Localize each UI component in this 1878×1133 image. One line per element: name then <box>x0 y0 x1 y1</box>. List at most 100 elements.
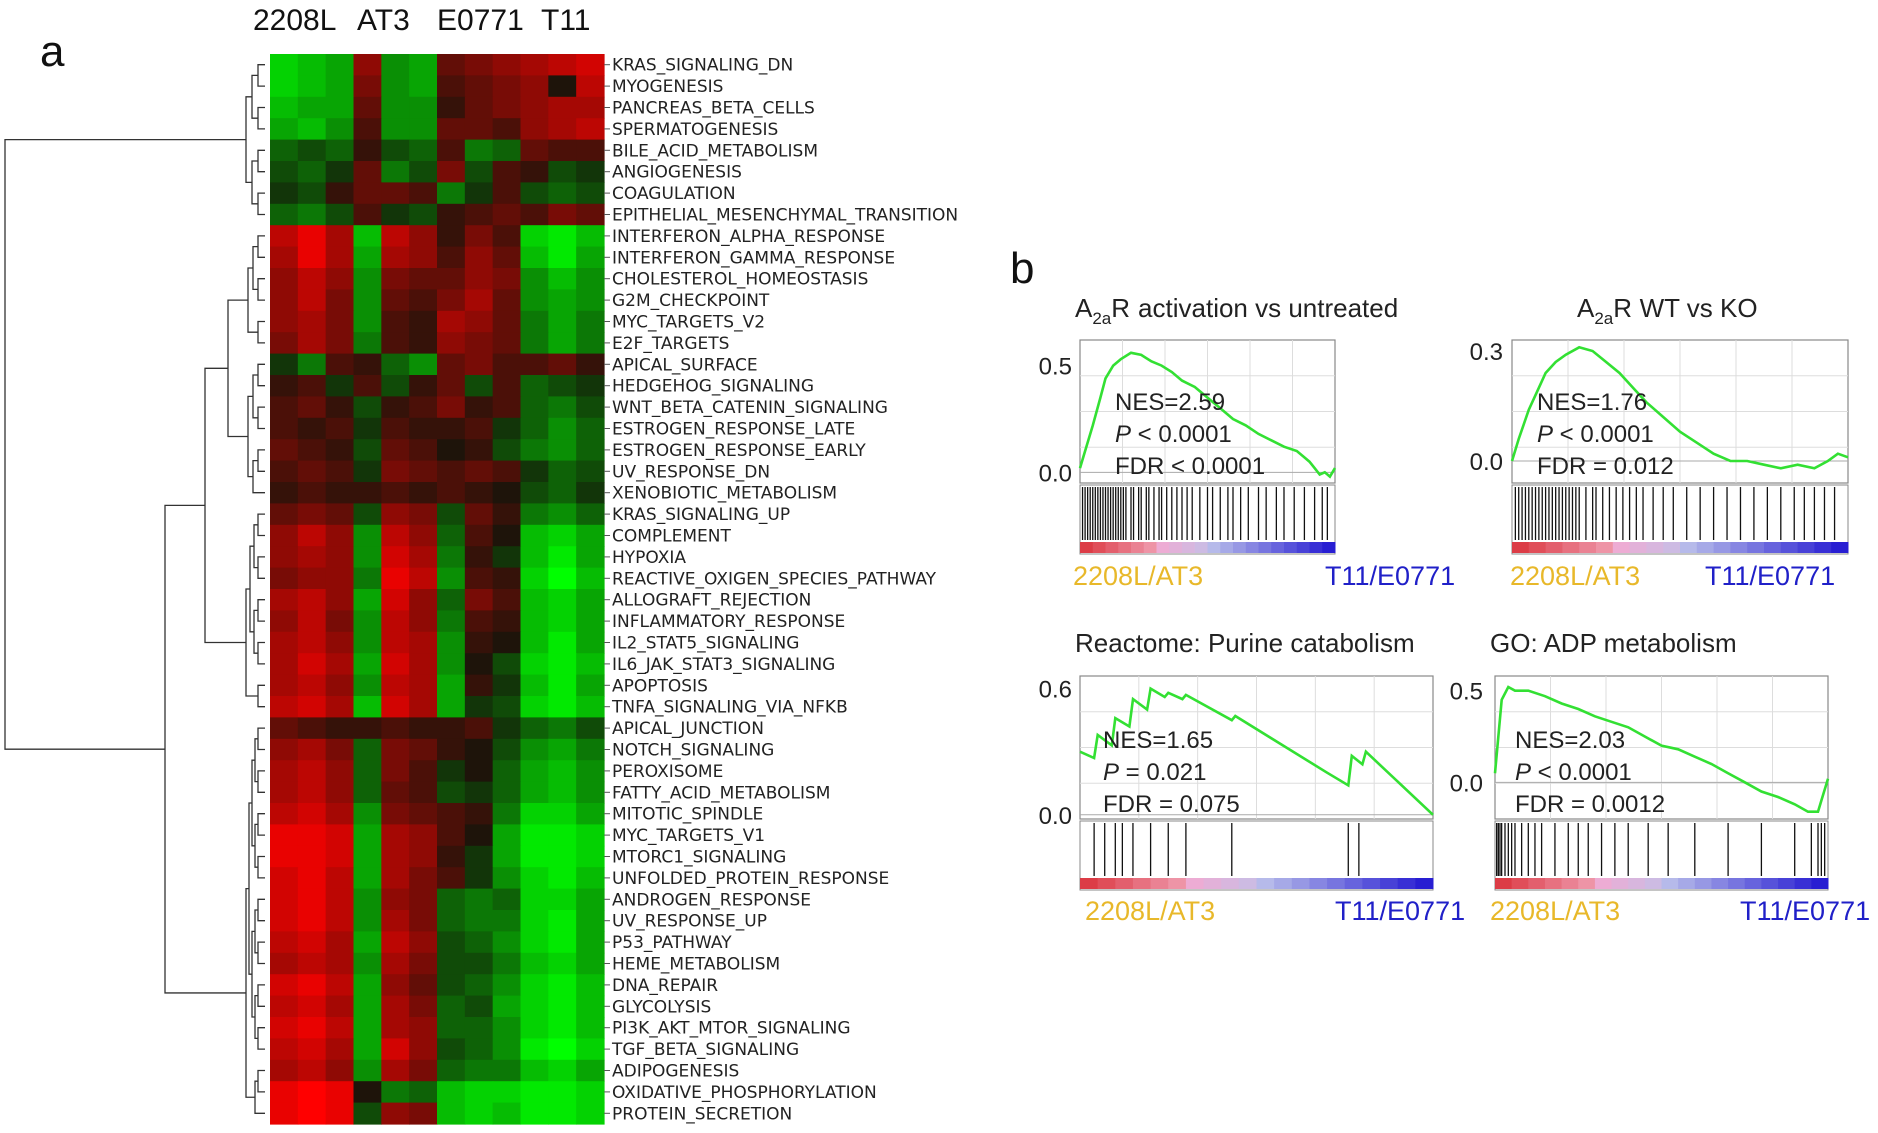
heatmap-cell <box>353 161 382 183</box>
heatmap-cell <box>492 1038 522 1061</box>
heatmap-cell <box>520 910 549 932</box>
heatmap-cell <box>297 225 327 248</box>
heatmap-cell <box>548 225 577 248</box>
heatmap-cell <box>270 396 299 419</box>
heatmap-cell <box>325 310 355 333</box>
heatmap-cell <box>297 460 327 483</box>
heatmap-row-label: MTORC1_SIGNALING <box>612 848 786 868</box>
heatmap-cell <box>409 781 438 804</box>
heatmap-cell <box>437 910 466 932</box>
rank-gradient-segment <box>1118 542 1132 553</box>
heatmap-cell <box>297 396 327 419</box>
heatmap-cell <box>381 161 410 183</box>
heatmap-cell <box>325 1038 355 1061</box>
heatmap-cell <box>381 995 410 1018</box>
y-tick-label: 0.0 <box>1470 449 1503 476</box>
rank-gradient-segment <box>1327 878 1346 889</box>
heatmap-cell <box>270 845 299 868</box>
heatmap-cell <box>437 139 466 162</box>
dendrogram-branch <box>257 556 265 579</box>
heatmap-cell <box>548 1017 577 1039</box>
heatmap-cell <box>353 567 382 590</box>
heatmap-cell <box>381 1038 410 1061</box>
heatmap-cell <box>520 96 549 119</box>
heatmap-cell <box>325 974 355 997</box>
heatmap-cell <box>325 781 355 804</box>
heatmap-cell <box>492 503 522 526</box>
heatmap-cell <box>270 1081 299 1104</box>
heatmap-cell <box>520 760 549 783</box>
heatmap-cell <box>464 118 494 141</box>
heatmap-cell <box>520 803 549 825</box>
heatmap-cell <box>520 75 549 98</box>
heatmap-cell <box>548 567 577 590</box>
heatmap-cell <box>437 353 466 376</box>
heatmap-cell <box>576 546 605 569</box>
heatmap-cell <box>520 589 549 611</box>
heatmap-cell <box>492 417 522 440</box>
dendrogram-branch <box>252 459 265 494</box>
heatmap-cell <box>325 1017 355 1039</box>
heatmap-cell <box>381 246 410 269</box>
dendrogram-branch <box>257 898 265 922</box>
heatmap-cell <box>548 460 577 483</box>
heatmap-cell <box>353 332 382 355</box>
heatmap-cell <box>409 139 438 162</box>
heatmap-cell <box>576 738 605 761</box>
heatmap-cell <box>576 803 605 825</box>
heatmap-cell <box>520 631 549 654</box>
heatmap-cell <box>381 310 410 333</box>
heatmap-cell <box>353 931 382 954</box>
heatmap-cell <box>325 182 355 205</box>
heatmap-row-label: ANGIOGENESIS <box>612 163 742 183</box>
heatmap-cell <box>576 1081 605 1104</box>
p-value-stat: P < 0.0001 <box>1537 421 1654 448</box>
heatmap-row-label: DNA_REPAIR <box>612 976 718 996</box>
heatmap-cell <box>548 781 577 804</box>
rank-gradient-segment <box>1380 878 1399 889</box>
heatmap-row-label: IL6_JAK_STAT3_SIGNALING <box>612 655 835 675</box>
heatmap-cell <box>464 139 494 162</box>
heatmap-cell <box>492 375 522 397</box>
heatmap-cell <box>353 696 382 718</box>
rank-gradient-segment <box>1794 878 1812 889</box>
heatmap-row-label: MYC_TARGETS_V1 <box>612 826 765 846</box>
rank-gradient-segment <box>1694 878 1712 889</box>
heatmap-cell <box>381 867 410 890</box>
heatmap-cell <box>353 910 382 932</box>
heatmap-cell <box>325 888 355 911</box>
heatmap-cell <box>464 546 494 569</box>
heatmap-cell <box>492 310 522 333</box>
heatmap-cell <box>492 524 522 547</box>
rank-gradient-segment <box>1814 542 1832 553</box>
heatmap-cell <box>492 54 522 76</box>
heatmap-cell <box>409 375 438 397</box>
heatmap-cell <box>270 54 299 76</box>
rank-gradient-segment <box>1495 878 1513 889</box>
heatmap-cell <box>492 995 522 1018</box>
heatmap-cell <box>520 567 549 590</box>
heatmap-cell <box>325 161 355 183</box>
dendrogram-branch <box>252 245 258 291</box>
heatmap-cell <box>353 717 382 740</box>
heatmap-cell <box>464 375 494 397</box>
heatmap-cell <box>297 567 327 590</box>
heatmap-cell <box>325 396 355 419</box>
rank-gradient-segment <box>1646 542 1664 553</box>
heatmap-cell <box>409 824 438 847</box>
rank-gradient-segment <box>1233 542 1247 553</box>
heatmap-cell <box>325 931 355 954</box>
rank-gradient-segment <box>1271 542 1285 553</box>
heatmap-cell <box>464 867 494 890</box>
heatmap-cell <box>297 118 327 141</box>
heatmap-cell <box>270 781 299 804</box>
rank-gradient-segment <box>1629 542 1647 553</box>
heatmap-cell <box>492 781 522 804</box>
heatmap-cell <box>548 546 577 569</box>
heatmap-cell <box>409 589 438 611</box>
heatmap-cell <box>381 1017 410 1039</box>
heatmap-cell <box>353 268 382 290</box>
heatmap-cell <box>464 417 494 440</box>
heatmap-cell <box>576 182 605 205</box>
gsea-panel: A2aR WT vs KO 0.0 0.3 NES=1.76 P < 0.0001 FDR … <box>1470 293 1849 591</box>
